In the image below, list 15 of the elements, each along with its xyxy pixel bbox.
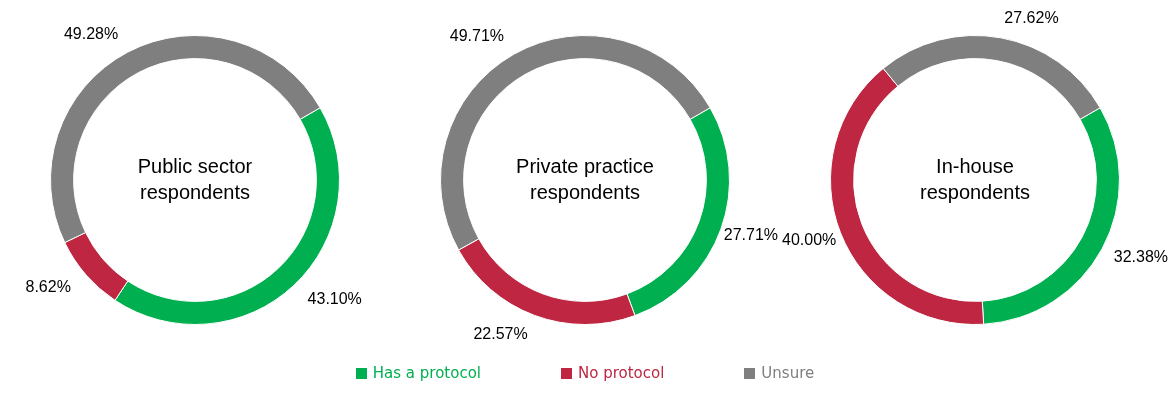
data-label: 49.28% [63,24,119,42]
data-label: 49.71% [449,27,505,45]
legend-label: Has a protocol [372,364,481,382]
data-label: 27.62% [1004,8,1059,26]
legend-label: No protocol [577,364,665,382]
text: Private practice respondents [516,154,654,203]
data-label: 8.62% [25,278,71,296]
data-label: 22.57% [473,324,528,342]
text: In-house respondents [919,154,1031,203]
legend-label: Unsure [761,364,815,382]
data-label: 40.00% [782,230,837,248]
text: Public sector respondents [137,154,253,203]
data-label: 43.10% [307,290,362,308]
data-label: 32.38% [1113,248,1168,266]
data-label: 27.71% [723,226,778,244]
